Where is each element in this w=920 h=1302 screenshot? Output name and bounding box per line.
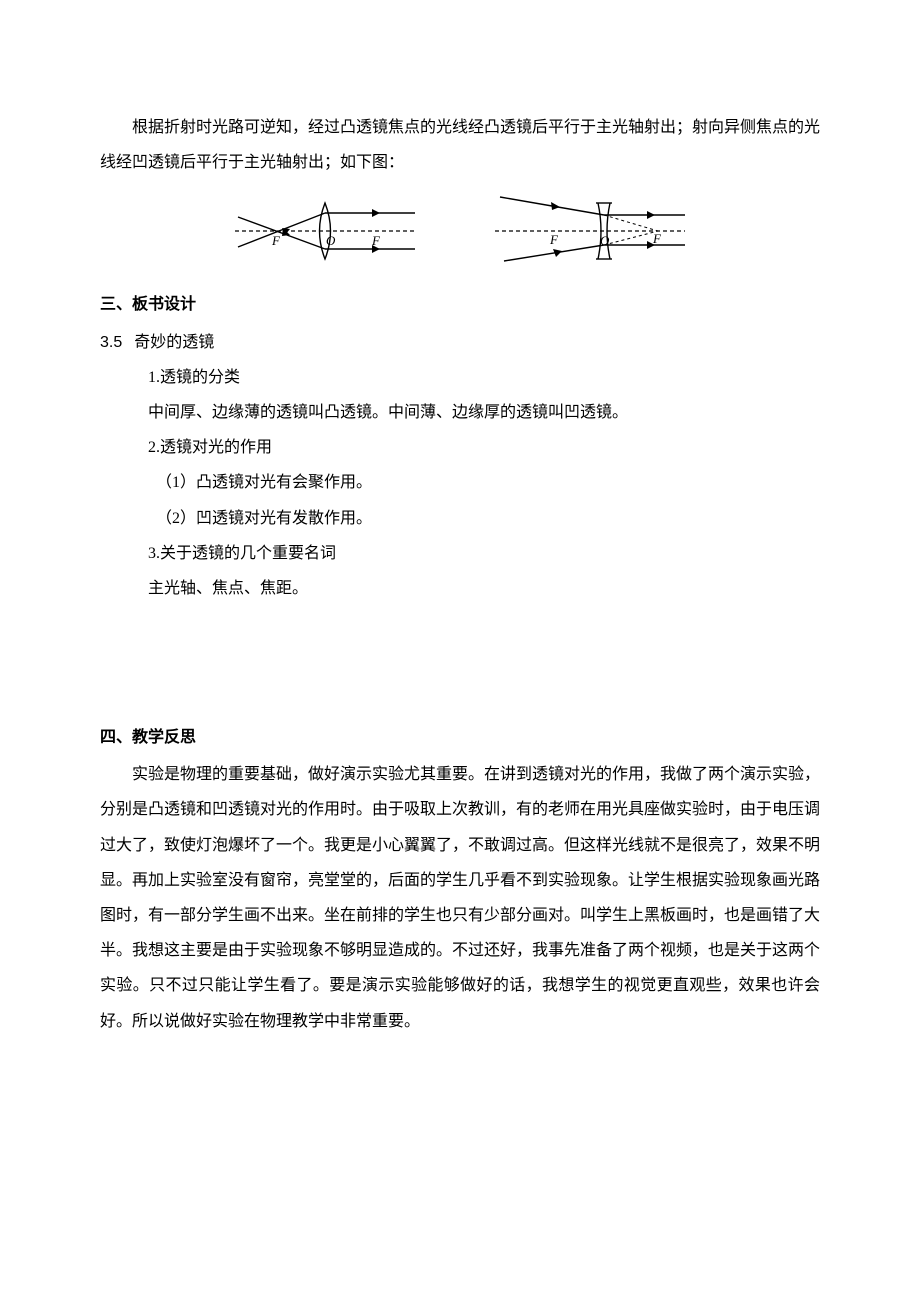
item-3-title: 3.关于透镜的几个重要名词 [100, 536, 820, 571]
spacer [100, 606, 820, 716]
section-4-body: 实验是物理的重要基础，做好演示实验尤其重要。在讲到透镜对光的作用，我做了两个演示… [100, 757, 820, 1039]
subtitle-number: 3.5 [100, 334, 122, 351]
item-3-body: 主光轴、焦点、焦距。 [100, 571, 820, 606]
concave-lens-diagram: F O F [490, 195, 690, 267]
item-2-sub1: （1）凸透镜对光有会聚作用。 [100, 465, 820, 500]
item-1-body: 中间厚、边缘薄的透镜叫凸透镜。中间薄、边缘厚的透镜叫凹透镜。 [100, 395, 820, 430]
svg-text:O: O [326, 233, 336, 248]
section-3-heading: 三、板书设计 [100, 287, 820, 322]
svg-text:F: F [549, 232, 559, 247]
intro-paragraph: 根据折射时光路可逆知，经过凸透镜焦点的光线经凸透镜后平行于主光轴射出；射向异侧焦… [100, 110, 820, 180]
optics-diagrams: F O F [100, 195, 820, 267]
item-1-title: 1.透镜的分类 [100, 360, 820, 395]
svg-text:F: F [652, 231, 662, 246]
subtitle-text: 奇妙的透镜 [134, 334, 214, 351]
item-2-sub2: （2）凹透镜对光有发散作用。 [100, 501, 820, 536]
item-2-title: 2.透镜对光的作用 [100, 430, 820, 465]
section-4-heading: 四、教学反思 [100, 720, 820, 755]
svg-text:F: F [271, 233, 281, 248]
section-3-subtitle: 3.5 奇妙的透镜 [100, 325, 820, 360]
convex-lens-diagram: F O F [230, 195, 420, 267]
